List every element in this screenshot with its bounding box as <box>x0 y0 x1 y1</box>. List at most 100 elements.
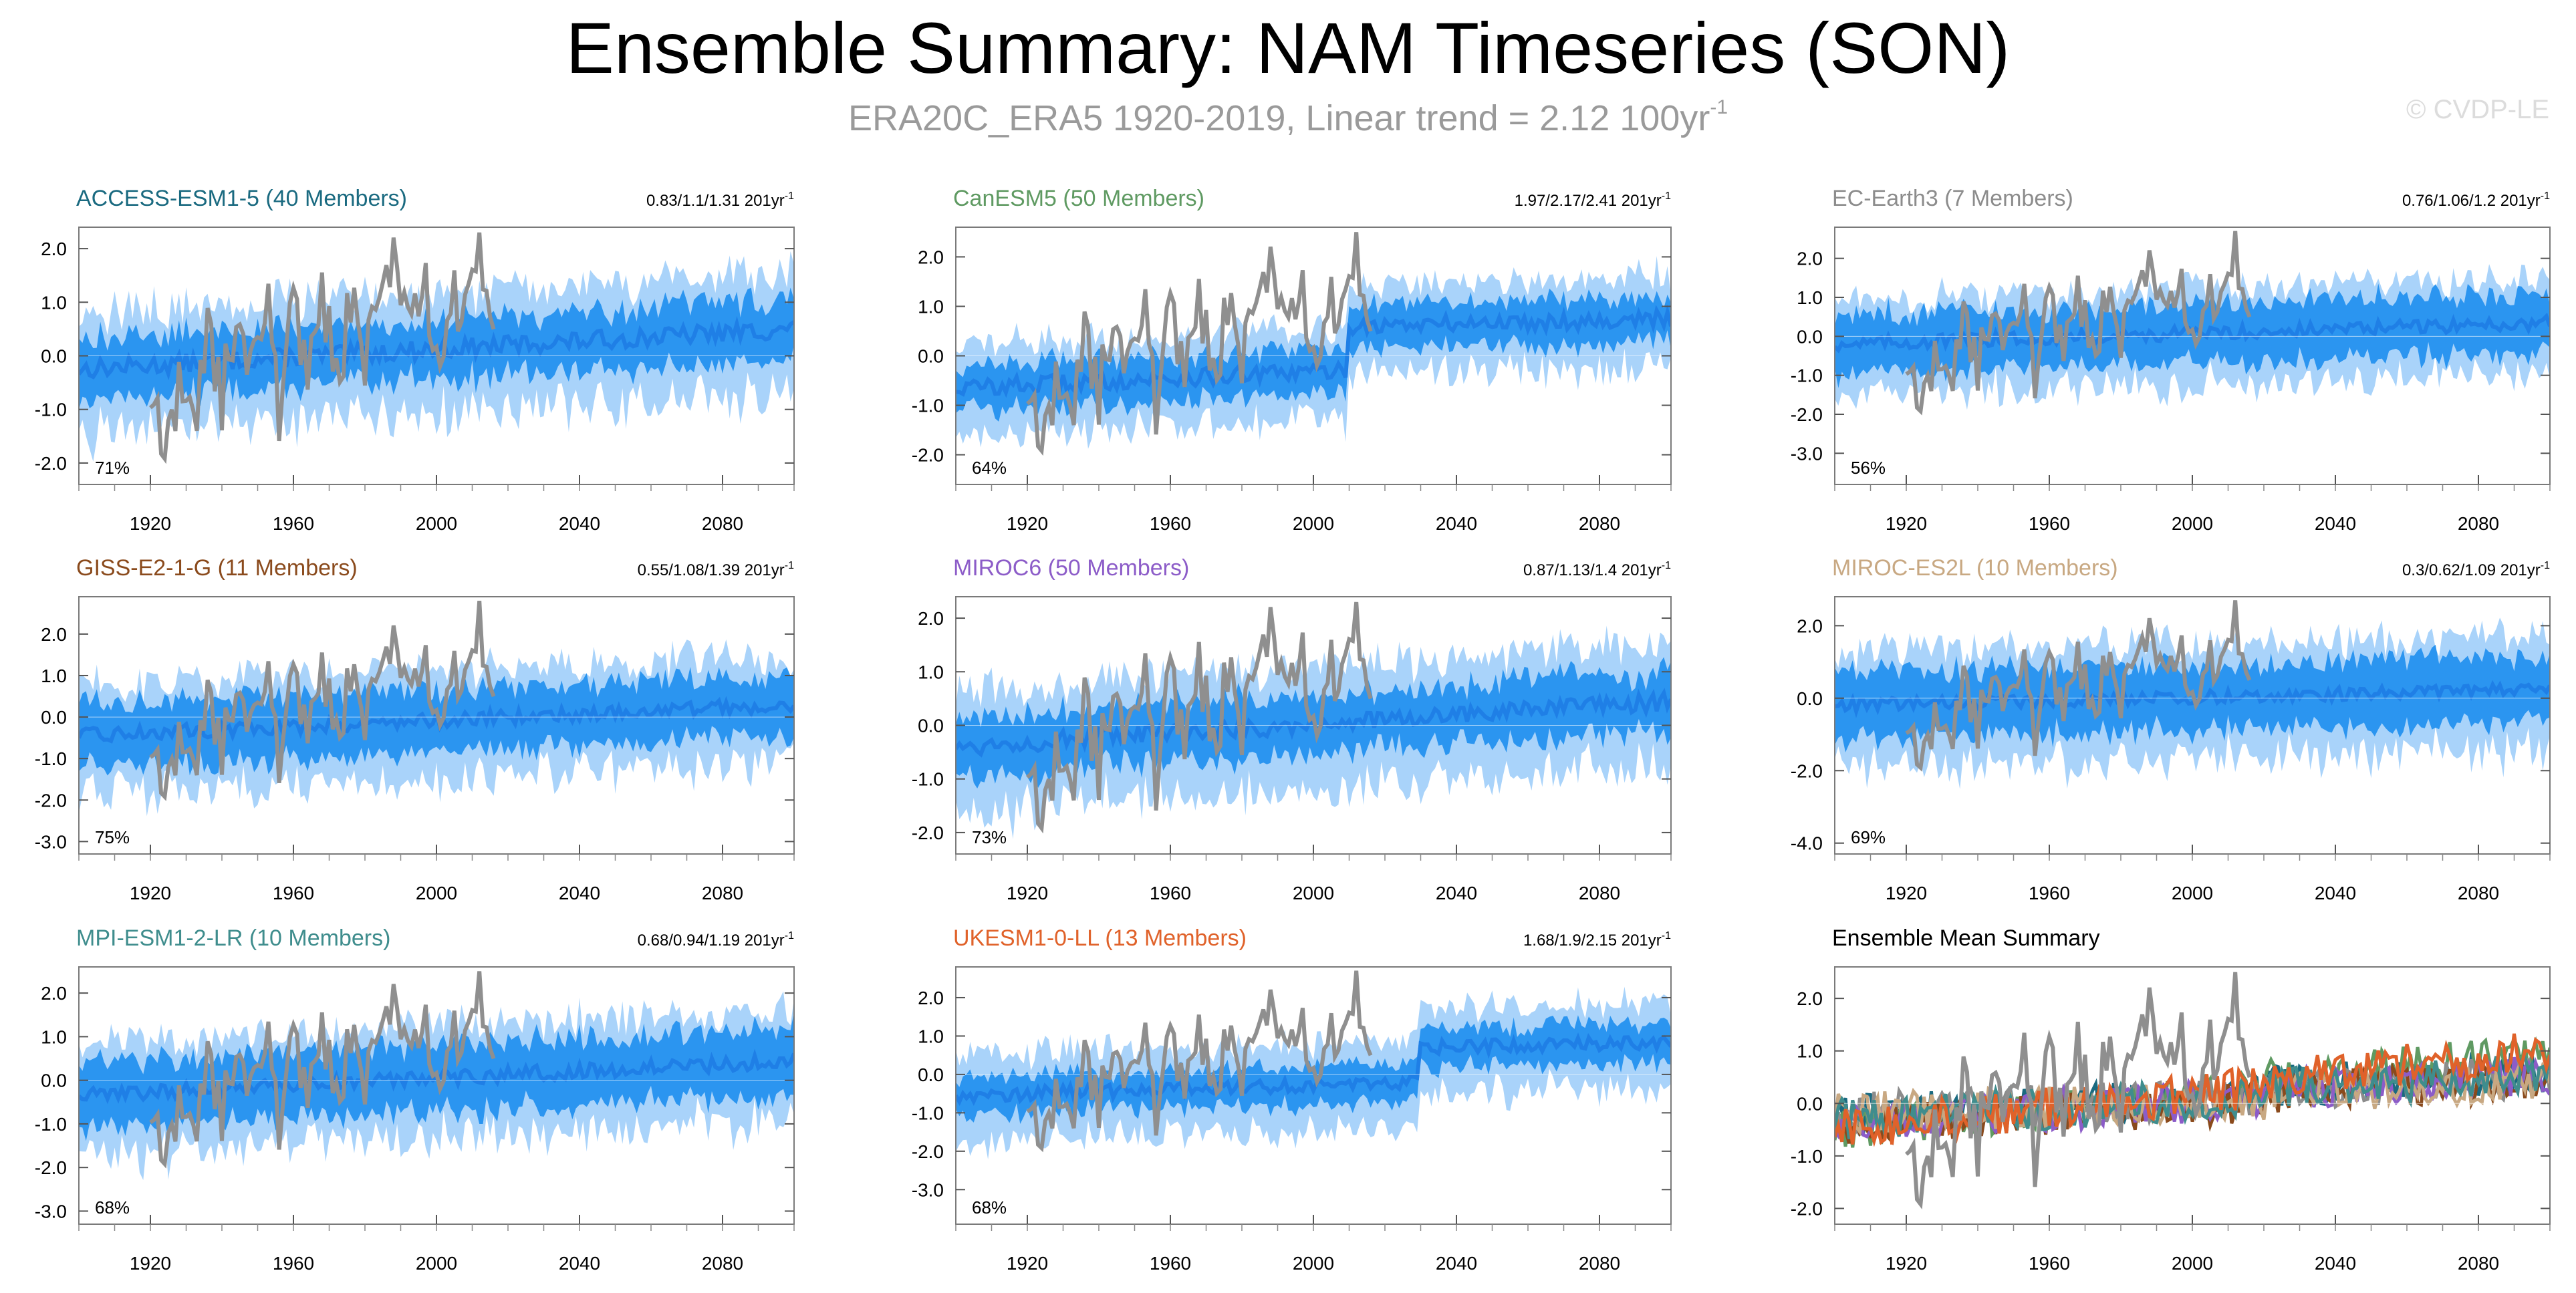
y-tick-label: -2.0 <box>912 823 944 843</box>
pattern-correlation-label: 71% <box>95 458 130 478</box>
trend-unit-superscript: -1 <box>1662 190 1671 202</box>
y-tick-label: 1.0 <box>1797 1041 1823 1062</box>
y-tick-label: 2.0 <box>41 239 67 259</box>
observations-line <box>149 971 496 1169</box>
x-tick-label: 1920 <box>130 513 171 534</box>
subtitle-text: ERA20C_ERA5 1920-2019, Linear trend = 2.… <box>848 98 1710 138</box>
x-tick-label: 2080 <box>702 883 743 903</box>
pattern-correlation-label: 75% <box>95 827 130 847</box>
y-tick-label: 1.0 <box>41 666 67 686</box>
observations-line <box>1026 232 1373 456</box>
plot-area <box>1835 600 2550 789</box>
ensemble-mean-line <box>1835 680 2550 718</box>
x-tick-label: 2040 <box>559 1253 600 1274</box>
panel-title: MIROC6 (50 Members) <box>953 555 1189 581</box>
x-tick-label: 2000 <box>416 1253 457 1274</box>
x-tick-label: 2040 <box>559 883 600 903</box>
y-tick-label: 2.0 <box>1797 615 1823 636</box>
panel-trend-label: 0.3/0.62/1.09 201yr-1 <box>2402 560 2550 579</box>
pattern-correlation-label: 69% <box>1851 827 1886 847</box>
x-tick-label: 1960 <box>273 513 314 534</box>
y-tick-label: -2.0 <box>1791 760 1823 781</box>
plot-area <box>79 600 794 817</box>
trend-unit-superscript: -1 <box>2541 190 2550 202</box>
y-tick-label: -1.0 <box>35 1114 67 1135</box>
trend-unit-superscript: -1 <box>1662 930 1671 942</box>
panel-trend-label: 0.68/0.94/1.19 201yr-1 <box>638 930 795 950</box>
y-tick-label: 1.0 <box>41 1026 67 1047</box>
x-tick-label: 2000 <box>1293 1253 1334 1274</box>
chart-panel-access-esm1-5: ACCESS-ESM1-5 (40 Members) 0.83/1.1/1.31 … <box>35 186 795 534</box>
chart-panel-giss-e2-1-g: GISS-E2-1-G (11 Members) 0.55/1.08/1.39 2… <box>35 555 795 903</box>
y-tick-label: -4.0 <box>1791 833 1823 854</box>
x-tick-label: 1920 <box>130 883 171 903</box>
y-tick-label: 0.0 <box>41 707 67 728</box>
observations-line <box>1025 601 1373 834</box>
y-tick-label: 1.0 <box>1797 287 1823 308</box>
observations-line <box>1905 600 2252 772</box>
panel-title: GISS-E2-1-G (11 Members) <box>76 555 358 581</box>
y-tick-label: 0.0 <box>918 716 944 736</box>
y-tick-label: -2.0 <box>35 453 67 474</box>
panel-title: Ensemble Mean Summary <box>1832 925 2100 951</box>
x-tick-label: 1920 <box>1886 513 1927 534</box>
y-tick-label: 2.0 <box>918 247 944 267</box>
x-tick-label: 2080 <box>1579 1253 1620 1274</box>
plot-area <box>956 601 1671 839</box>
panel-trend-label: 0.87/1.13/1.4 201yr-1 <box>1523 560 1671 579</box>
trend-values: 0.68/0.94/1.19 201yr <box>638 931 785 950</box>
x-tick-label: 1960 <box>2029 513 2070 534</box>
y-tick-label: -3.0 <box>912 1179 944 1200</box>
copyright-watermark: © CVDP-LE <box>2406 95 2549 124</box>
x-tick-label: 2000 <box>2172 883 2213 903</box>
panel-trend-label: 0.83/1.1/1.31 201yr-1 <box>646 190 794 210</box>
x-tick-label: 1960 <box>273 1253 314 1274</box>
y-tick-label: 1.0 <box>918 1026 944 1046</box>
y-tick-label: -2.0 <box>35 790 67 811</box>
trend-unit-superscript: -1 <box>785 190 794 202</box>
panel-title: EC-Earth3 (7 Members) <box>1832 186 2073 211</box>
subtitle-unit-superscript: -1 <box>1710 96 1728 118</box>
y-tick-label: -1.0 <box>912 396 944 416</box>
y-tick-label: 2.0 <box>1797 988 1823 1009</box>
panel-trend-label: 0.55/1.08/1.39 201yr-1 <box>638 560 795 579</box>
y-tick-label: -2.0 <box>1791 404 1823 425</box>
y-tick-label: -2.0 <box>912 1141 944 1162</box>
trend-unit-superscript: -1 <box>785 930 794 942</box>
panel-title: MIROC-ES2L (10 Members) <box>1832 555 2118 581</box>
plot-area <box>956 970 1671 1159</box>
y-tick-label: -3.0 <box>35 1201 67 1222</box>
pattern-correlation-label: 68% <box>95 1197 130 1217</box>
trend-values: 0.83/1.1/1.31 201yr <box>646 192 785 210</box>
page-title: Ensemble Summary: NAM Timeseries (SON) <box>565 7 2011 88</box>
panel-title: ACCESS-ESM1-5 (40 Members) <box>76 186 407 211</box>
trend-values: 0.3/0.62/1.09 201yr <box>2402 561 2541 579</box>
x-tick-label: 2040 <box>2315 513 2356 534</box>
y-tick-label: -3.0 <box>35 831 67 852</box>
y-tick-label: 2.0 <box>41 983 67 1004</box>
y-tick-label: 2.0 <box>1797 249 1823 269</box>
y-tick-label: 1.0 <box>41 292 67 313</box>
trend-values: 0.76/1.06/1.2 201yr <box>2402 192 2541 210</box>
x-tick-label: 2040 <box>2315 883 2356 903</box>
y-tick-label: 0.0 <box>918 346 944 367</box>
x-tick-label: 1960 <box>2029 1253 2070 1274</box>
trend-unit-superscript: -1 <box>785 560 794 571</box>
chart-panel-ukesm1-0-ll: UKESM1-0-LL (13 Members) 1.68/1.9/2.15 20… <box>912 925 1672 1274</box>
x-tick-label: 1920 <box>1886 1253 1927 1274</box>
x-tick-label: 2080 <box>2458 1253 2499 1274</box>
y-tick-label: 0.0 <box>918 1064 944 1085</box>
y-tick-label: -2.0 <box>35 1157 67 1178</box>
x-tick-label: 2000 <box>416 513 457 534</box>
y-tick-label: -3.0 <box>1791 443 1823 464</box>
x-tick-label: 2080 <box>1579 883 1620 903</box>
x-tick-label: 2040 <box>1436 1253 1477 1274</box>
panel-trend-label: 1.68/1.9/2.15 201yr-1 <box>1523 930 1671 950</box>
x-tick-label: 2040 <box>2315 1253 2356 1274</box>
panel-title: UKESM1-0-LL (13 Members) <box>953 925 1247 951</box>
x-tick-label: 2000 <box>1293 883 1334 903</box>
x-tick-label: 2040 <box>1436 513 1477 534</box>
page-subtitle: ERA20C_ERA5 1920-2019, Linear trend = 2.… <box>0 98 2576 138</box>
panel-title: CanESM5 (50 Members) <box>953 186 1204 211</box>
